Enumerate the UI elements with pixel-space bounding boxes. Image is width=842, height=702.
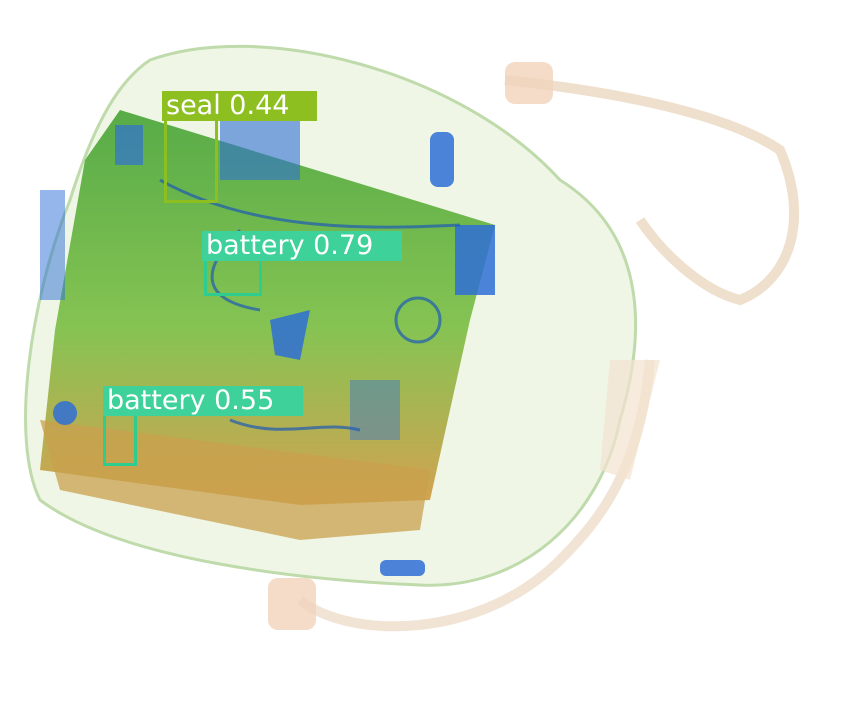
strap-top: [504, 75, 799, 306]
detection-label-battery-2: battery 0.55: [103, 386, 303, 416]
detection-box-seal: [164, 117, 218, 203]
detection-label-seal: seal 0.44: [162, 91, 317, 121]
strap-buckle-top: [505, 62, 553, 104]
metal-parts: [40, 110, 495, 576]
detection-box-battery-2: [103, 413, 137, 466]
laptop-lower: [40, 420, 430, 540]
detection-label-battery-1: battery 0.79: [202, 231, 402, 261]
strap-right: [600, 360, 660, 480]
detection-box-battery-1: [204, 258, 262, 296]
strap-buckle-bottom: [268, 578, 316, 630]
